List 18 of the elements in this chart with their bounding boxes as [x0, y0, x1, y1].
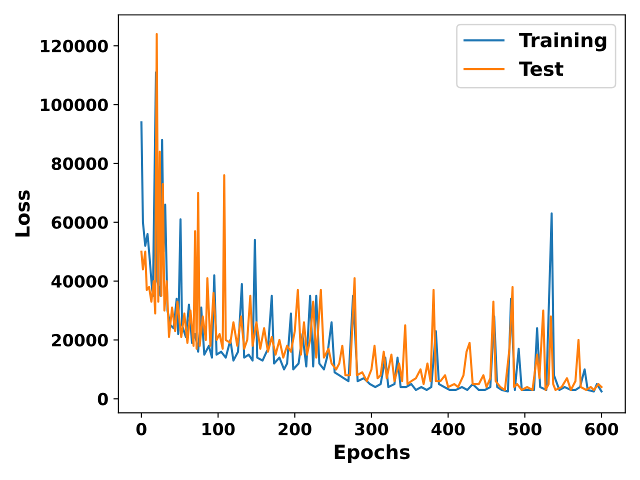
y-tick-label: 40000	[51, 275, 108, 288]
y-axis-title: Loss	[15, 190, 30, 236]
y-tick-label: 100000	[40, 98, 108, 112]
x-tick-label: 500	[508, 422, 542, 436]
legend-label: Training	[519, 32, 606, 52]
x-axis-title: Epochs	[334, 444, 410, 464]
y-tick-label: 60000	[52, 216, 108, 229]
x-tick-label: 200	[278, 422, 312, 436]
x-tick-label: 0	[136, 422, 146, 436]
y-tick-label: 120000	[40, 40, 108, 52]
x-tick-label: 300	[355, 422, 388, 436]
x-tick-label: 600	[585, 422, 618, 436]
y-tick-label: 0	[98, 392, 108, 406]
y-tick-label: 80000	[52, 157, 108, 170]
x-tick-label: 400	[431, 422, 465, 436]
x-tick-label: 100	[202, 422, 235, 436]
y-tick-label: 20000	[52, 334, 108, 347]
legend-label: Test	[519, 62, 564, 76]
